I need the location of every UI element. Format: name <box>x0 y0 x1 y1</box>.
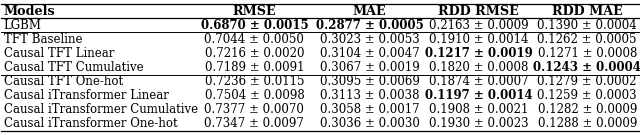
Text: 0.1279 ± 0.0002: 0.1279 ± 0.0002 <box>538 75 637 88</box>
Text: 0.1197 ± 0.0014: 0.1197 ± 0.0014 <box>424 89 532 102</box>
Text: 0.1288 ± 0.0009: 0.1288 ± 0.0009 <box>538 117 637 130</box>
Text: 0.7216 ± 0.0020: 0.7216 ± 0.0020 <box>205 47 304 60</box>
Text: 0.1820 ± 0.0008: 0.1820 ± 0.0008 <box>429 61 528 74</box>
Text: 0.1243 ± 0.0004: 0.1243 ± 0.0004 <box>533 61 640 74</box>
Text: 0.1259 ± 0.0003: 0.1259 ± 0.0003 <box>538 89 637 102</box>
Text: 0.3058 ± 0.0017: 0.3058 ± 0.0017 <box>320 103 419 116</box>
Text: 0.3023 ± 0.0053: 0.3023 ± 0.0053 <box>320 33 419 46</box>
Text: Causal TFT One-hot: Causal TFT One-hot <box>4 75 123 88</box>
Text: Causal iTransformer One-hot: Causal iTransformer One-hot <box>4 117 177 130</box>
Text: 0.7504 ± 0.0098: 0.7504 ± 0.0098 <box>205 89 304 102</box>
Text: 0.2877 ± 0.0005: 0.2877 ± 0.0005 <box>316 19 424 32</box>
Text: 0.1217 ± 0.0019: 0.1217 ± 0.0019 <box>424 47 532 60</box>
Text: Causal iTransformer Linear: Causal iTransformer Linear <box>4 89 169 102</box>
Text: 0.1271 ± 0.0008: 0.1271 ± 0.0008 <box>538 47 637 60</box>
Text: 0.7236 ± 0.0115: 0.7236 ± 0.0115 <box>205 75 304 88</box>
Text: Causal TFT Linear: Causal TFT Linear <box>4 47 114 60</box>
Text: Models: Models <box>4 5 56 18</box>
Text: 0.1908 ± 0.0021: 0.1908 ± 0.0021 <box>429 103 528 116</box>
Text: 0.1874 ± 0.0007: 0.1874 ± 0.0007 <box>429 75 528 88</box>
Text: 0.2163 ± 0.0009: 0.2163 ± 0.0009 <box>429 19 528 32</box>
Text: RDD MAE: RDD MAE <box>552 5 623 18</box>
Text: TFT Baseline: TFT Baseline <box>4 33 83 46</box>
Text: 0.3113 ± 0.0038: 0.3113 ± 0.0038 <box>320 89 419 102</box>
Text: RDD RMSE: RDD RMSE <box>438 5 519 18</box>
Text: 0.7189 ± 0.0091: 0.7189 ± 0.0091 <box>205 61 304 74</box>
Text: 0.1910 ± 0.0014: 0.1910 ± 0.0014 <box>429 33 528 46</box>
Text: RMSE: RMSE <box>232 5 276 18</box>
Text: 0.3036 ± 0.0030: 0.3036 ± 0.0030 <box>319 117 420 130</box>
Text: 0.7377 ± 0.0070: 0.7377 ± 0.0070 <box>204 103 305 116</box>
Text: 0.1930 ± 0.0023: 0.1930 ± 0.0023 <box>429 117 528 130</box>
Text: 0.1282 ± 0.0009: 0.1282 ± 0.0009 <box>538 103 637 116</box>
Text: 0.3095 ± 0.0069: 0.3095 ± 0.0069 <box>319 75 420 88</box>
Text: 0.6870 ± 0.0015: 0.6870 ± 0.0015 <box>200 19 308 32</box>
Text: 0.7044 ± 0.0050: 0.7044 ± 0.0050 <box>204 33 305 46</box>
Text: 0.7347 ± 0.0097: 0.7347 ± 0.0097 <box>204 117 305 130</box>
Text: 0.3104 ± 0.0047: 0.3104 ± 0.0047 <box>320 47 419 60</box>
Text: LGBM: LGBM <box>4 19 42 32</box>
Text: 0.1262 ± 0.0005: 0.1262 ± 0.0005 <box>538 33 637 46</box>
Text: MAE: MAE <box>353 5 387 18</box>
Text: Causal iTransformer Cumulative: Causal iTransformer Cumulative <box>4 103 198 116</box>
Text: Causal TFT Cumulative: Causal TFT Cumulative <box>4 61 143 74</box>
Text: 0.1390 ± 0.0004: 0.1390 ± 0.0004 <box>538 19 637 32</box>
Text: 0.3067 ± 0.0019: 0.3067 ± 0.0019 <box>320 61 419 74</box>
